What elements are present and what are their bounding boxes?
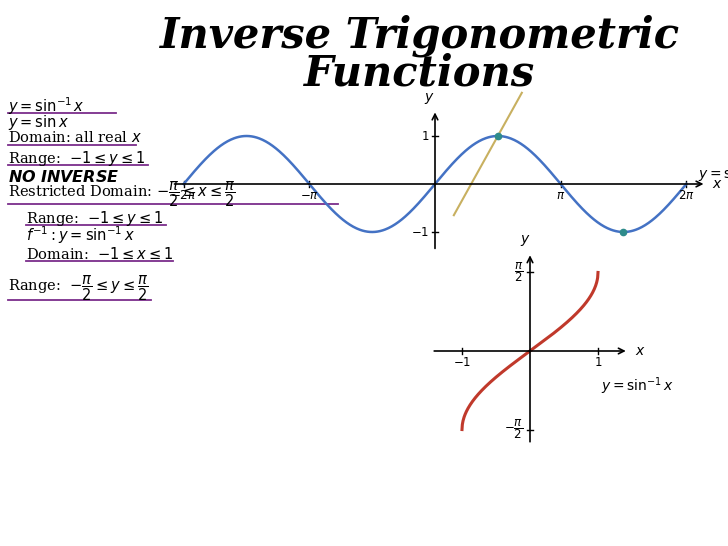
Text: $1$: $1$ — [594, 356, 602, 369]
Text: Inverse Trigonometric: Inverse Trigonometric — [160, 15, 680, 57]
Text: $y = \sin x$: $y = \sin x$ — [698, 165, 728, 183]
Text: $y = \sin^{-1} x$: $y = \sin^{-1} x$ — [601, 375, 674, 397]
Text: $\pi$: $\pi$ — [556, 189, 565, 202]
Text: $2\pi$: $2\pi$ — [678, 189, 695, 202]
Text: $f^{-1}: y = \sin^{-1} x$: $f^{-1}: y = \sin^{-1} x$ — [26, 224, 135, 246]
Text: $\boldsymbol{NO\ INVERSE}$: $\boldsymbol{NO\ INVERSE}$ — [8, 169, 119, 186]
Text: $-\pi$: $-\pi$ — [300, 189, 319, 202]
Text: $-1$: $-1$ — [411, 225, 429, 239]
Text: Range:  $-\dfrac{\pi}{2} \leq y \leq \dfrac{\pi}{2}$: Range: $-\dfrac{\pi}{2} \leq y \leq \dfr… — [8, 273, 149, 303]
Text: Domain: all real $x$: Domain: all real $x$ — [8, 130, 142, 145]
Text: $-2\pi$: $-2\pi$ — [170, 189, 197, 202]
Text: $\dfrac{\pi}{2}$: $\dfrac{\pi}{2}$ — [513, 260, 523, 284]
Text: $x$: $x$ — [635, 344, 645, 358]
Text: Domain:  $-1 \leq x \leq 1$: Domain: $-1 \leq x \leq 1$ — [26, 246, 173, 262]
Text: $-\dfrac{\pi}{2}$: $-\dfrac{\pi}{2}$ — [504, 418, 523, 441]
Text: Restricted Domain: $-\dfrac{\pi}{2} \leq x \leq \dfrac{\pi}{2}$: Restricted Domain: $-\dfrac{\pi}{2} \leq… — [8, 179, 235, 209]
Text: $y$: $y$ — [520, 234, 531, 248]
Text: $y = \sin x$: $y = \sin x$ — [8, 112, 69, 132]
Text: $y$: $y$ — [424, 91, 435, 105]
Text: Functions: Functions — [304, 53, 536, 95]
Text: $y = \sin^{-1} x$: $y = \sin^{-1} x$ — [8, 95, 84, 117]
Text: Range:  $-1 \leq y \leq 1$: Range: $-1 \leq y \leq 1$ — [26, 209, 163, 228]
Text: $-1$: $-1$ — [453, 356, 471, 369]
Text: Range:  $-1 \leq y \leq 1$: Range: $-1 \leq y \leq 1$ — [8, 149, 146, 168]
Text: $1$: $1$ — [421, 129, 429, 143]
Text: $x$: $x$ — [712, 177, 723, 191]
